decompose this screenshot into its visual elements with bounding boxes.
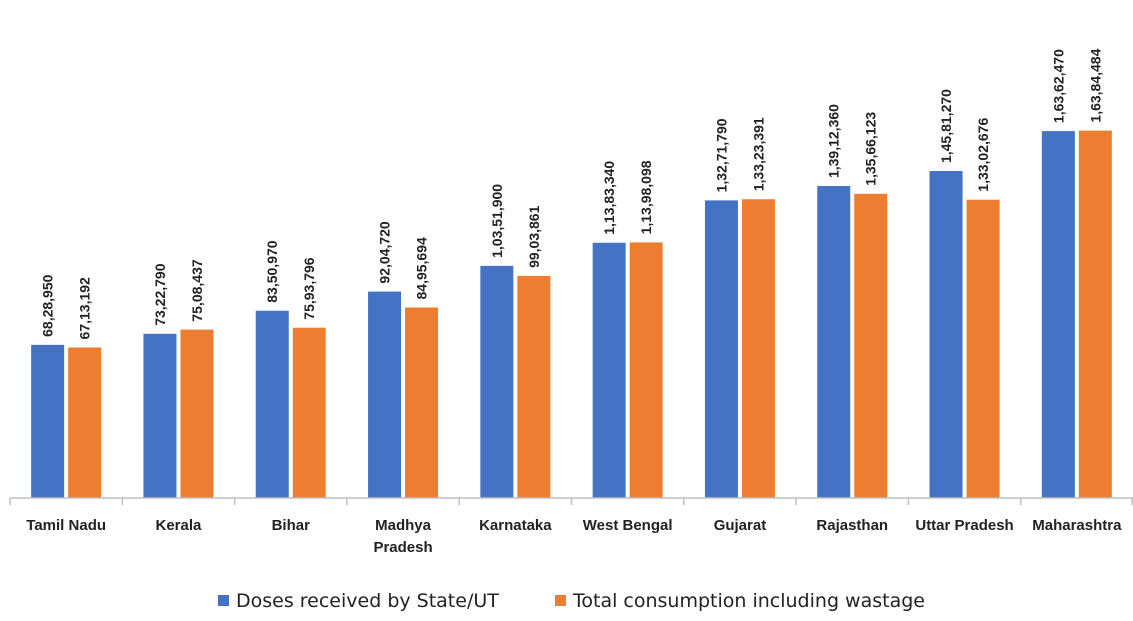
bar-total-consumption [854,193,888,498]
data-label: 1,33,23,391 [750,117,766,191]
bar-doses-received [929,171,963,498]
category-label: Tamil Nadu [26,517,106,534]
bar-doses-received [1041,131,1075,499]
bar-doses-received [143,333,177,498]
data-label: 1,33,02,676 [975,118,991,192]
data-label: 68,28,950 [40,274,56,336]
bar-doses-received [704,200,738,498]
bar-total-consumption [405,307,439,498]
bar-doses-received [480,265,514,498]
category-label: Bihar [272,517,311,534]
data-label: 99,03,861 [526,205,542,267]
data-label: 75,93,796 [301,257,317,319]
category-label: Maharashtra [1032,517,1122,534]
category-label: Karnataka [479,517,552,534]
data-label: 84,95,694 [414,237,430,299]
data-label: 75,08,437 [189,259,205,321]
bar-total-consumption [966,199,1000,498]
data-label: 83,50,970 [264,240,280,302]
data-label: 92,04,720 [377,221,393,283]
data-label: 1,03,51,900 [489,184,505,258]
bar-doses-received [368,291,402,498]
bar-total-consumption [292,327,326,498]
data-label: 1,13,83,340 [601,161,617,235]
legend-swatch [555,595,566,606]
bar-total-consumption [741,199,775,499]
data-label: 1,45,81,270 [938,89,954,163]
bar-doses-received [255,310,289,498]
legend-swatch [218,595,229,606]
bar-doses-received [31,344,65,498]
data-label: 1,63,84,484 [1087,48,1103,122]
data-label: 1,63,62,470 [1050,49,1066,123]
category-label: Gujarat [714,517,767,534]
category-label: Rajasthan [816,517,888,534]
category-label: Kerala [156,517,203,534]
category-labels-group: Tamil Nadu Kerala Bihar Madhya Pradesh Karnat… [26,517,1122,556]
legend: Doses received by State/UT Total consumpt… [218,590,925,612]
legend-label: Doses received by State/UT [236,590,499,612]
bar-doses-received [592,242,626,498]
data-label: 1,35,66,123 [863,112,879,186]
bars-group [31,130,1112,499]
data-label: 1,13,98,098 [638,160,654,234]
data-label: 1,39,12,360 [826,104,842,178]
data-label: 67,13,192 [77,277,93,339]
bar-total-consumption [180,329,214,498]
category-label: Madhya Pradesh [373,517,432,556]
category-label: West Bengal [583,517,673,534]
data-label: 1,32,71,790 [713,118,729,192]
data-label: 73,22,790 [152,263,168,325]
bar-total-consumption [68,347,102,498]
x-axis-ticks [9,498,1133,505]
bar-total-consumption [517,275,551,498]
bar-total-consumption [1078,130,1112,498]
bar-doses-received [817,186,851,498]
value-labels-group: 68,28,950 67,13,192 73,22,790 75,08,437 83,5… [40,48,1104,339]
category-label: Uttar Pradesh [915,517,1013,534]
legend-label: Total consumption including wastage [572,590,925,612]
bar-total-consumption [629,242,663,498]
